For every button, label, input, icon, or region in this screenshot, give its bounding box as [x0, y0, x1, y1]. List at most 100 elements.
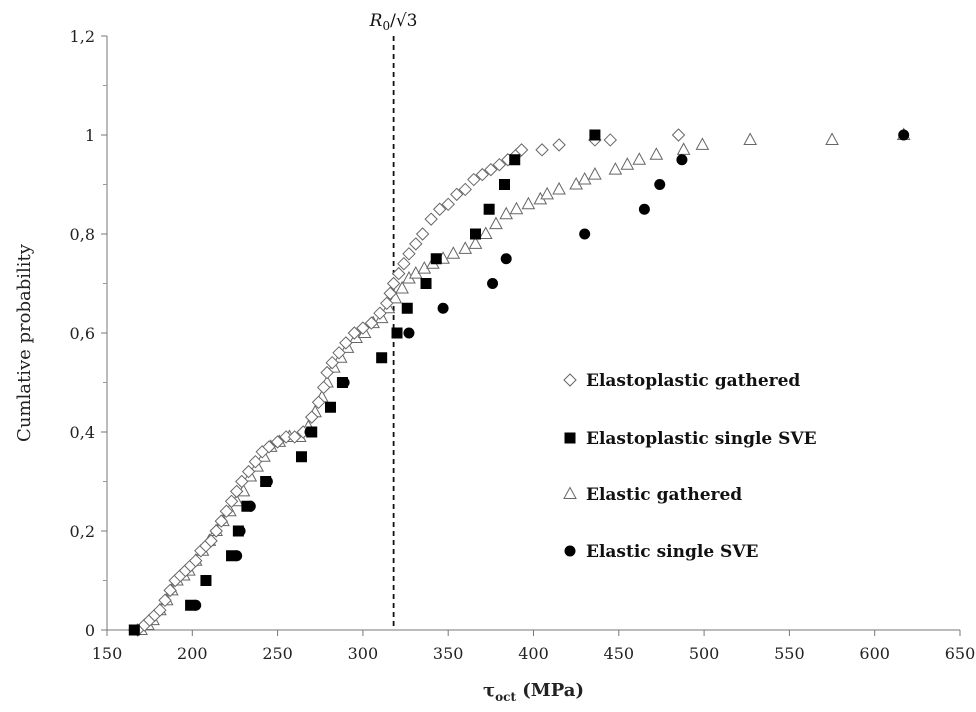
x-tick-label: 600 [859, 644, 890, 663]
data-point [219, 504, 234, 518]
data-point [409, 237, 423, 251]
y-tick-label: 0,8 [70, 225, 95, 244]
data-point [579, 228, 591, 240]
x-tick-label: 200 [177, 644, 208, 663]
series-elastoplastic-gathered [131, 128, 686, 637]
y-tick-label: 0,6 [70, 324, 95, 343]
x-tick-label: 450 [604, 644, 635, 663]
legend-marker [563, 373, 577, 387]
data-point [654, 179, 666, 190]
data-point [469, 228, 481, 240]
data-point [403, 327, 415, 339]
data-point [356, 321, 370, 335]
x-tick-label: 500 [689, 644, 720, 663]
x-axis-title: τoct (MPa) [483, 680, 584, 704]
data-point [386, 276, 401, 291]
data-point [347, 326, 362, 340]
legend-marker [564, 545, 576, 557]
data-point [492, 157, 507, 172]
data-point [325, 355, 339, 370]
x-tick-label: 550 [774, 644, 805, 663]
data-point [153, 603, 167, 617]
data-point [402, 247, 416, 261]
data-point [468, 236, 483, 249]
x-tick-label: 400 [518, 644, 549, 663]
data-point [577, 172, 592, 185]
x-tick-label: 300 [348, 644, 379, 663]
x-tick-label: 250 [262, 644, 293, 663]
data-point [535, 143, 549, 157]
data-point [487, 278, 499, 289]
data-point [214, 514, 229, 528]
data-point [540, 186, 554, 200]
data-point [190, 599, 202, 611]
x-ticks: 150 200 250 300 350 400 450 500 550 600 650 [92, 630, 975, 663]
data-point [244, 500, 256, 512]
reference-line-group: R0/√3 [369, 11, 418, 630]
data-point [475, 167, 490, 182]
data-point [743, 132, 758, 145]
series-group [128, 127, 911, 637]
data-point [380, 296, 394, 311]
legend-marker [563, 486, 577, 499]
data-point [395, 280, 409, 294]
data-point [270, 435, 285, 449]
data-point [437, 302, 449, 314]
data-point [432, 202, 447, 216]
data-point [458, 241, 473, 254]
legend-label: Elastic gathered [586, 485, 742, 505]
data-point [383, 286, 397, 301]
data-point [588, 167, 602, 180]
data-point [632, 152, 647, 165]
data-point [235, 474, 249, 489]
data-point [163, 583, 177, 598]
data-point [446, 246, 461, 259]
data-point [304, 426, 316, 438]
data-point [695, 137, 710, 150]
y-axis-title: Cumlative probability [14, 243, 35, 442]
legend: Elastoplastic gathered Elastoplastic sing… [563, 371, 817, 562]
data-point [450, 187, 464, 202]
data-point [509, 201, 524, 215]
data-point [500, 253, 512, 265]
data-point [305, 410, 319, 424]
data-point [295, 451, 307, 463]
data-point [441, 197, 455, 212]
y-tick-label: 1,2 [70, 27, 95, 46]
data-point [499, 206, 514, 220]
data-point [458, 182, 472, 197]
data-point [676, 142, 691, 155]
x-tick-label: 150 [92, 644, 123, 663]
data-point [484, 162, 498, 177]
data-point [224, 494, 239, 509]
data-point [324, 401, 336, 413]
legend-label: Elastoplastic single SVE [586, 429, 817, 449]
data-point [397, 256, 411, 271]
y-tick-label: 0 [85, 621, 95, 640]
data-point [209, 524, 223, 538]
legend-label: Elastic single SVE [586, 542, 759, 562]
data-point [603, 133, 617, 147]
data-point [339, 336, 353, 350]
legend-label: Elastoplastic gathered [586, 371, 800, 391]
data-point [376, 352, 388, 364]
data-point [676, 154, 688, 166]
data-point [424, 212, 438, 226]
data-point [498, 179, 510, 190]
data-point [478, 226, 493, 239]
data-point [158, 593, 172, 608]
data-point [430, 253, 442, 265]
data-point [420, 278, 432, 289]
data-point [234, 525, 246, 537]
data-point [649, 147, 664, 160]
data-point [311, 395, 326, 410]
data-point [204, 534, 218, 548]
data-point [467, 172, 481, 187]
data-point [589, 129, 601, 141]
data-point [509, 154, 521, 166]
data-point [262, 440, 276, 454]
data-point [287, 430, 302, 444]
data-point [364, 316, 379, 330]
data-point [332, 346, 346, 360]
